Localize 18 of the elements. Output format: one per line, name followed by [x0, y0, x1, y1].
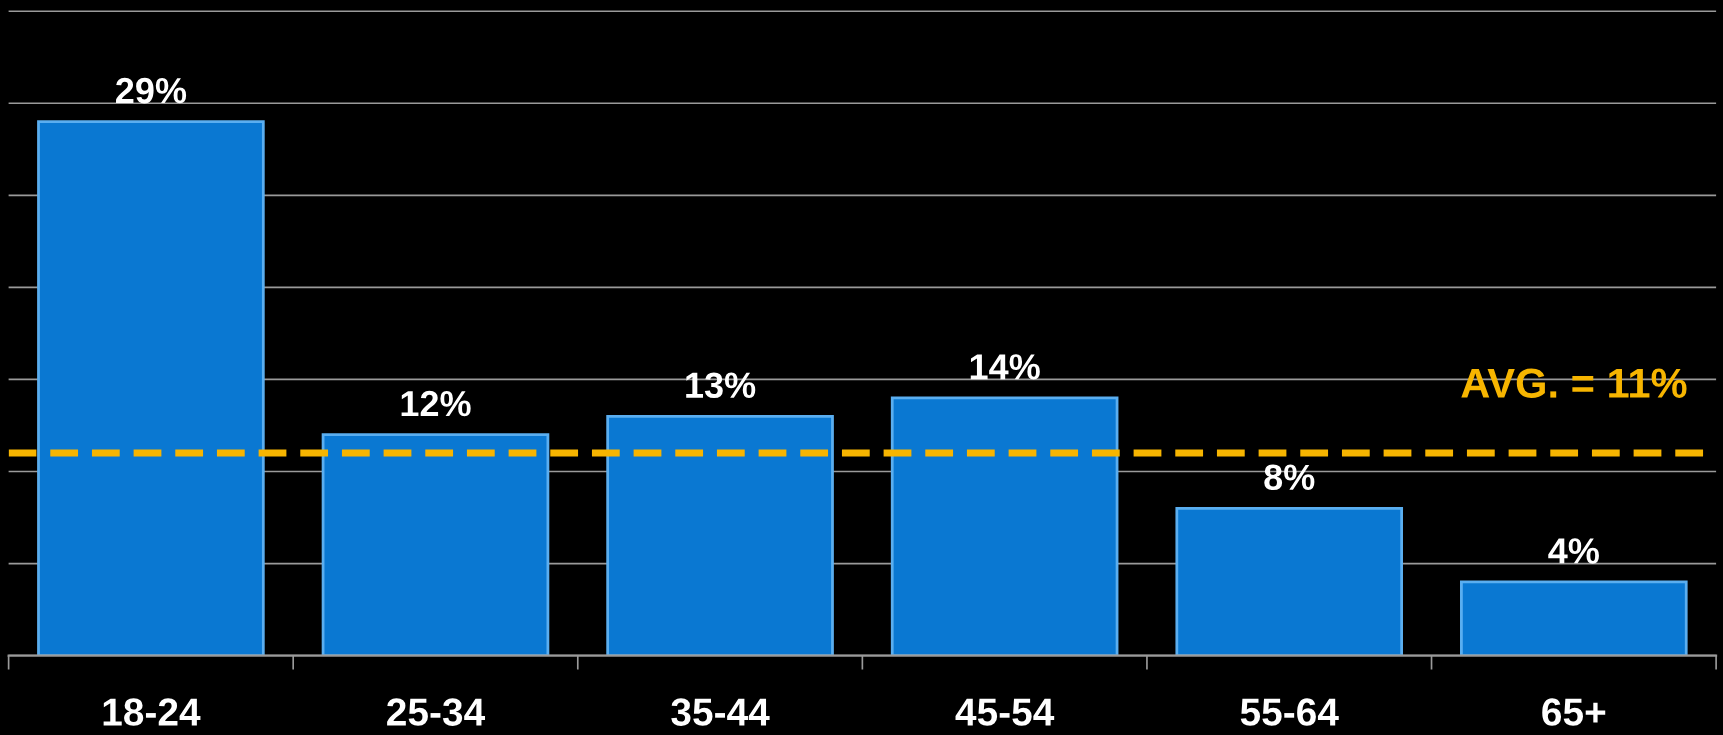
x-tick-label: 45-54	[955, 698, 1055, 726]
data-label: 29%	[116, 77, 187, 104]
bar	[37, 120, 265, 656]
x-tick-label: 35-44	[671, 698, 770, 726]
data-label: 4%	[1548, 538, 1599, 564]
data-label: 8%	[1264, 464, 1315, 491]
data-label: 12%	[401, 390, 471, 417]
bar	[890, 396, 1119, 656]
x-tick-label: 25-34	[387, 698, 486, 726]
data-label: 13%	[686, 372, 756, 399]
bar	[1175, 506, 1404, 656]
x-tick-label: 65+	[1542, 698, 1606, 726]
x-tick-label: 18-24	[103, 698, 201, 726]
x-tick-label: 55-64	[1240, 698, 1339, 726]
bar	[321, 433, 550, 656]
data-label: 14%	[970, 354, 1040, 380]
bar	[606, 414, 834, 656]
bar	[1460, 580, 1688, 656]
